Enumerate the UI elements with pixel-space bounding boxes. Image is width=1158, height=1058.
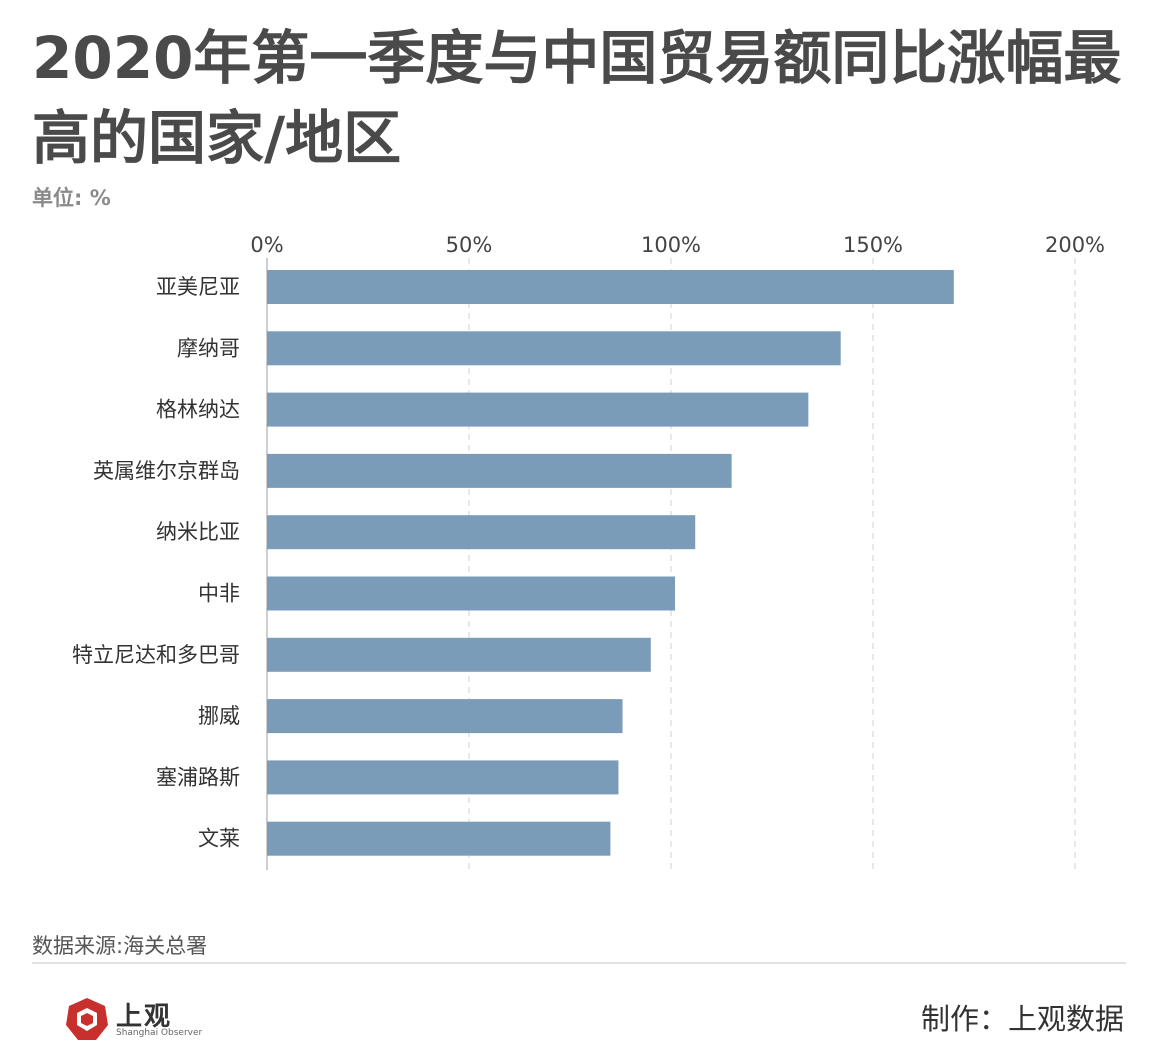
- unit-label: 单位: %: [32, 186, 111, 210]
- category-label: 特立尼达和多巴哥: [72, 643, 240, 667]
- category-label: 摩纳哥: [177, 336, 240, 360]
- brand-name: 上观: [116, 1002, 173, 1032]
- bar: [267, 515, 696, 550]
- x-tick-label: 150%: [843, 233, 903, 257]
- category-label: 文莱: [198, 827, 240, 851]
- category-label: 塞浦路斯: [156, 765, 240, 789]
- source-note: 数据来源:海关总署: [32, 934, 208, 958]
- x-tick-label: 100%: [641, 233, 701, 257]
- x-tick-label: 0%: [250, 233, 283, 257]
- x-tick-label: 50%: [446, 233, 493, 257]
- footer-divider: [32, 962, 1126, 964]
- bar: [267, 331, 841, 366]
- category-label: 中非: [198, 582, 240, 606]
- brand-logo: 上观 Shanghai Observer: [64, 996, 204, 1044]
- bar: [267, 699, 623, 734]
- category-label: 格林纳达: [156, 398, 240, 422]
- x-tick-label: 200%: [1045, 233, 1105, 257]
- credit-note: 制作：上观数据: [920, 1002, 1124, 1036]
- category-label: 英属维尔京群岛: [93, 459, 240, 483]
- category-label: 亚美尼亚: [156, 275, 240, 299]
- brand-english-name: Shanghai Observer: [116, 1028, 203, 1038]
- bar: [267, 821, 611, 856]
- bar: [267, 760, 619, 795]
- shanghai-observer-logo-icon: [66, 998, 108, 1040]
- chart-title: 2020年第一季度与中国贸易额同比涨幅最高的国家/地区: [32, 24, 1122, 172]
- category-label: 挪威: [198, 704, 240, 728]
- bar: [267, 637, 651, 672]
- category-label: 纳米比亚: [156, 520, 240, 544]
- bar: [267, 576, 676, 611]
- bar-chart: 0% 50% 100% 150% 200% 亚美尼亚摩纳哥格林纳达英属维尔京群岛纳米比亚中…: [72, 233, 1105, 870]
- bar: [267, 453, 732, 488]
- bar: [267, 270, 954, 304]
- bar: [267, 392, 809, 427]
